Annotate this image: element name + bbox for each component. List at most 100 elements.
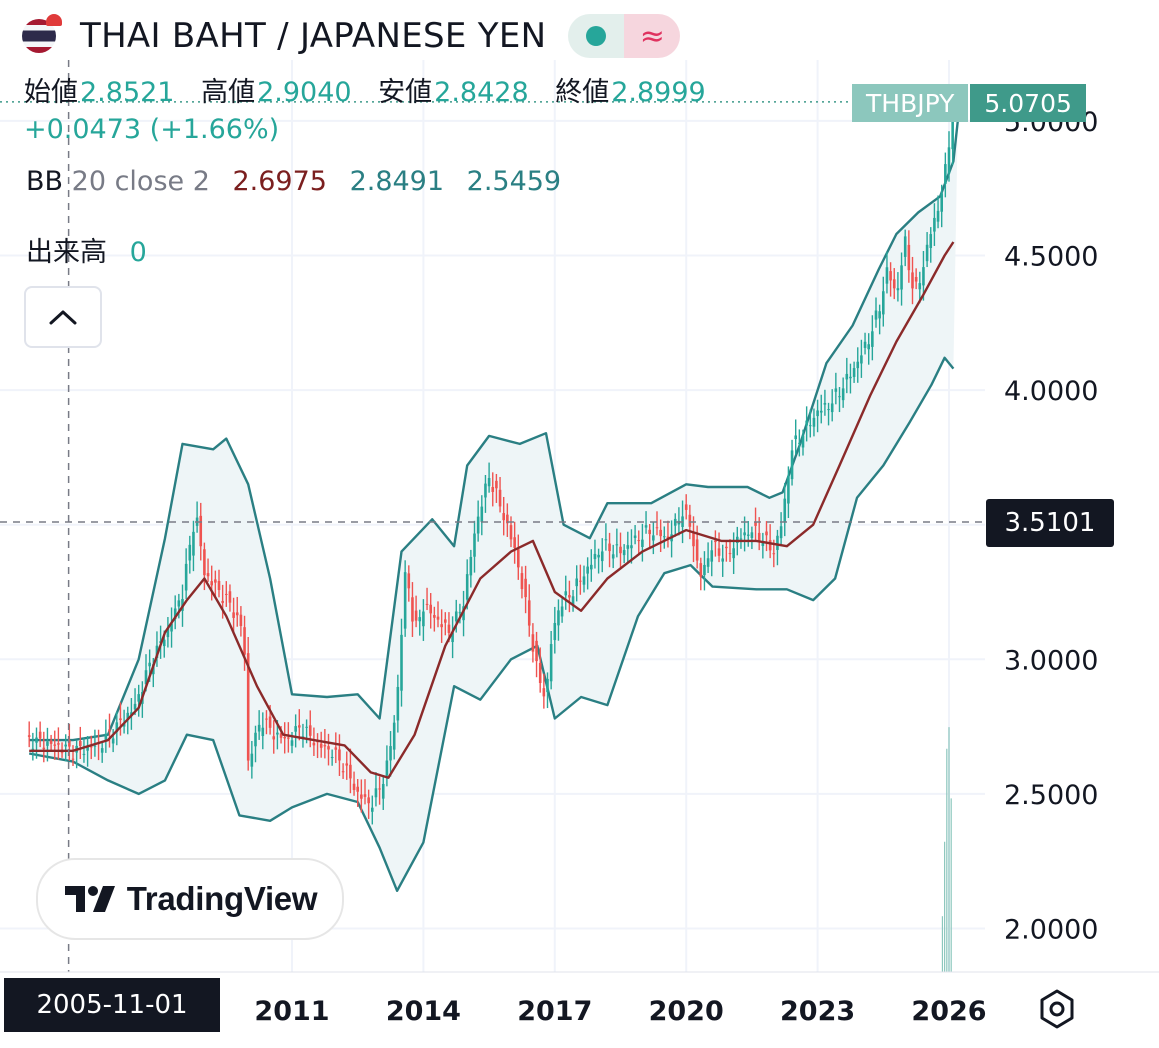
candle-body bbox=[765, 531, 768, 536]
candle-body bbox=[239, 614, 243, 627]
candle-body bbox=[389, 746, 392, 761]
high-value: 2.9040 bbox=[257, 77, 352, 108]
low-label: 安値 bbox=[378, 77, 433, 108]
candle-body bbox=[845, 373, 849, 380]
candle-body bbox=[338, 749, 341, 761]
candle-body bbox=[549, 644, 553, 682]
candle-body bbox=[82, 753, 86, 755]
candle-body bbox=[608, 543, 611, 552]
market-status-dot-icon bbox=[586, 26, 607, 46]
candle-body bbox=[170, 623, 173, 632]
candle-body bbox=[144, 670, 148, 685]
crosshair-price-label: 3.5101 bbox=[986, 499, 1114, 547]
candle-body bbox=[655, 527, 659, 529]
approx-wave-icon[interactable]: ≈ bbox=[624, 14, 681, 58]
market-status-button[interactable] bbox=[568, 14, 625, 58]
candle-body bbox=[330, 757, 334, 759]
candle-body bbox=[42, 747, 46, 750]
x-tick-label: 2017 bbox=[517, 996, 592, 1027]
bollinger-legend[interactable]: BB 20 close 2 2.6975 2.8491 2.5459 bbox=[26, 166, 561, 197]
candle-body bbox=[841, 388, 845, 401]
candle-body bbox=[878, 311, 881, 319]
x-tick-label: 2020 bbox=[649, 996, 724, 1027]
low-value: 2.8428 bbox=[434, 77, 529, 108]
candle-body bbox=[436, 616, 440, 620]
candle-body bbox=[644, 525, 648, 528]
candle-body bbox=[911, 272, 914, 289]
candle-body bbox=[276, 732, 279, 735]
candle-body bbox=[816, 410, 819, 417]
candle-body bbox=[604, 539, 608, 541]
candle-body bbox=[214, 579, 217, 583]
candle-body bbox=[823, 403, 827, 405]
candle-body bbox=[597, 554, 600, 558]
candle-body bbox=[940, 193, 943, 212]
candle-body bbox=[882, 291, 885, 315]
candle-body bbox=[925, 244, 929, 262]
candle-body bbox=[673, 518, 677, 526]
candle-body bbox=[787, 475, 790, 504]
status-pill[interactable]: ≈ bbox=[568, 14, 681, 58]
volume-legend[interactable]: 出来高 0 bbox=[26, 230, 147, 269]
candle-body bbox=[232, 612, 235, 618]
candle-body bbox=[871, 331, 874, 347]
candle-body bbox=[79, 740, 82, 747]
symbol-tag-price: 5.0705 bbox=[970, 84, 1086, 122]
candle-body bbox=[272, 736, 276, 740]
candle-body bbox=[49, 740, 53, 744]
candle-body bbox=[641, 539, 644, 547]
candle-body bbox=[520, 573, 524, 590]
candle-body bbox=[411, 597, 414, 622]
candle-body bbox=[860, 355, 863, 364]
candle-body bbox=[203, 549, 206, 576]
candle-body bbox=[725, 546, 728, 549]
candle-body bbox=[524, 578, 527, 598]
symbol-tag-name: THBJPY bbox=[852, 84, 969, 122]
candle-body bbox=[874, 310, 878, 320]
candle-body bbox=[327, 746, 330, 750]
candle-body bbox=[863, 341, 867, 348]
candle-body bbox=[506, 514, 509, 524]
candle-body bbox=[579, 580, 582, 582]
candle-body bbox=[663, 536, 666, 538]
candle-body bbox=[334, 747, 338, 750]
candle-body bbox=[57, 743, 60, 745]
y-tick-label: 2.5000 bbox=[1004, 780, 1098, 811]
bb-upper-value: 2.8491 bbox=[349, 166, 445, 197]
candle-body bbox=[637, 540, 641, 542]
candle-body bbox=[177, 600, 181, 607]
tradingview-logo[interactable]: TradingView bbox=[36, 858, 344, 940]
candle-body bbox=[560, 606, 564, 617]
candle-body bbox=[933, 217, 936, 232]
chart-settings-icon[interactable] bbox=[1036, 988, 1078, 1030]
candle-body bbox=[889, 271, 892, 281]
candle-body bbox=[86, 745, 89, 751]
ohlc-legend: 始値2.8521 高値2.9040 安値2.8428 終値2.8999 bbox=[24, 70, 724, 109]
bb-middle-line bbox=[29, 241, 955, 779]
candle-body bbox=[108, 729, 111, 732]
candle-body bbox=[495, 480, 498, 489]
collapse-legend-button[interactable] bbox=[24, 286, 102, 348]
candle-body bbox=[688, 514, 692, 527]
candle-body bbox=[849, 376, 852, 379]
candle-body bbox=[728, 553, 732, 555]
candle-body bbox=[246, 653, 250, 761]
candle-body bbox=[827, 409, 830, 411]
bb-middle-value: 2.6975 bbox=[232, 166, 327, 197]
candle-body bbox=[750, 532, 754, 538]
candle-body bbox=[929, 234, 933, 248]
candle-body bbox=[706, 558, 710, 567]
candle-body bbox=[265, 718, 268, 720]
candle-body bbox=[626, 545, 630, 549]
symbol-title[interactable]: THAI BAHT / JAPANESE YEN bbox=[80, 16, 547, 56]
header-row: THAI BAHT / JAPANESE YEN ≈ bbox=[22, 14, 681, 58]
candle-body bbox=[319, 743, 323, 748]
candle-body bbox=[892, 279, 896, 289]
candle-body bbox=[279, 733, 283, 738]
candle-body bbox=[268, 716, 272, 728]
candle-body bbox=[553, 622, 557, 641]
candle-body bbox=[684, 504, 688, 510]
candle-body bbox=[378, 788, 381, 790]
candle-body bbox=[444, 619, 447, 623]
